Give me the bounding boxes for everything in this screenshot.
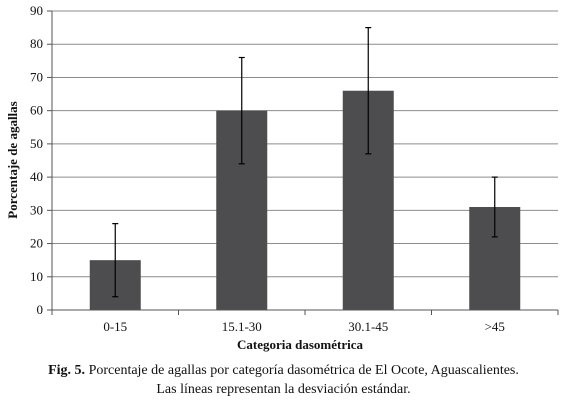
y-tick-label: 10 — [30, 269, 43, 284]
x-axis-title: Categoria dasométrica — [237, 337, 363, 352]
bar-chart: 0 10 20 30 40 50 60 70 80 90 0-15 15.1-30 30.1-45 >4… — [5, 3, 559, 352]
y-tick-label: 20 — [30, 236, 43, 251]
caption-line-2: Las líneas representan la desviación est… — [156, 382, 411, 397]
y-axis-title: Porcentaje de agallas — [5, 101, 20, 218]
axes — [47, 10, 559, 315]
y-tick-label: 40 — [30, 169, 43, 184]
x-tick-label: 30.1-45 — [348, 319, 388, 334]
y-tick-label: 80 — [30, 36, 43, 51]
y-tick-label: 60 — [30, 103, 43, 118]
error-bars — [112, 27, 498, 298]
y-tick-label: 70 — [30, 69, 43, 84]
y-tick-label: 50 — [30, 136, 43, 151]
caption-line-1: Porcentaje de agallas por categoría daso… — [85, 363, 519, 378]
x-tick-label: 0-15 — [103, 319, 127, 334]
y-tick-label: 30 — [30, 202, 43, 217]
y-tick-label: 90 — [30, 3, 43, 18]
y-tick-label: 0 — [37, 302, 44, 317]
x-tick-label: >45 — [485, 319, 505, 334]
x-tick-labels: 0-15 15.1-30 30.1-45 >45 — [103, 319, 505, 334]
y-tick-labels: 0 10 20 30 40 50 60 70 80 90 — [30, 3, 43, 317]
gridlines — [52, 10, 558, 278]
x-tick-label: 15.1-30 — [222, 319, 262, 334]
caption-label: Fig. 5. — [48, 363, 86, 378]
figure-caption: Fig. 5. Porcentaje de agallas por catego… — [0, 361, 567, 399]
